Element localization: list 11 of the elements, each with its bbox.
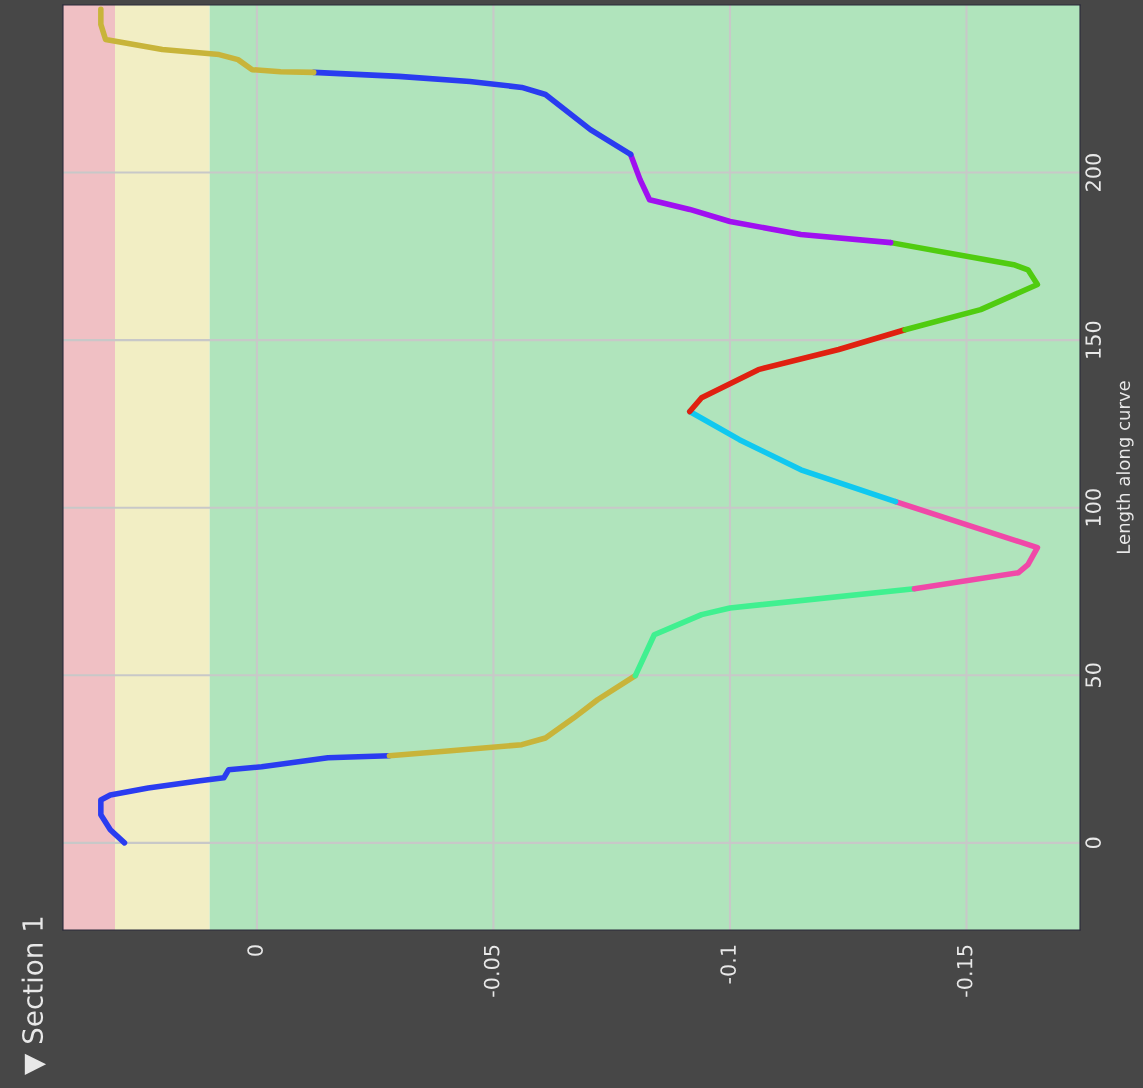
x-tick-label: -0.05 [483, 945, 500, 997]
y-tick-label: 100 [1085, 489, 1101, 526]
y-tick-label: 150 [1085, 321, 1101, 358]
x-tick-label: -0.1 [720, 945, 737, 984]
y-tick-label: 50 [1085, 663, 1101, 687]
x-tick-label: -0.15 [956, 945, 973, 997]
y-tick-label: 0 [1085, 837, 1101, 849]
x-tick-label: 0 [247, 945, 263, 956]
text: ▼ Section 1 [21, 917, 47, 1075]
y-axis-title: Length along curve [1116, 381, 1134, 553]
y-tick-label: 200 [1085, 154, 1101, 191]
